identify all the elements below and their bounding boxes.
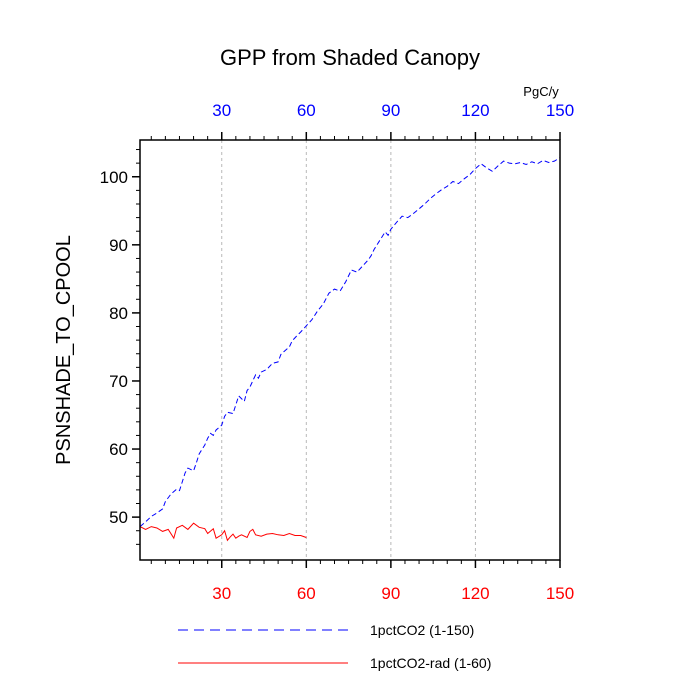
x-tick-label-top: 120 [461,101,489,120]
plot-frame [139,139,561,561]
x-tick-label-top: 90 [381,101,400,120]
series-line-1 [139,157,561,527]
y-tick-label: 70 [109,372,128,391]
y-tick-label: 80 [109,304,128,323]
y-axis-label: PSNSHADE_TO_CPOOL [53,235,75,465]
x-tick-label-bottom: 30 [212,584,231,603]
x-tick-label-bottom: 120 [461,584,489,603]
y-tick-label: 100 [100,168,128,187]
y-tick-label: 60 [109,440,128,459]
legend: 1pctCO2 (1-150) 1pctCO2-rad (1-60) [178,622,491,671]
series-line-2 [139,522,307,542]
legend-label-2: 1pctCO2-rad (1-60) [370,655,491,671]
chart-title: GPP from Shaded Canopy [220,45,480,70]
top-axis-unit: PgC/y [523,84,559,99]
x-tick-label-top: 30 [212,101,231,120]
x-tick-label-bottom: 150 [546,584,574,603]
legend-label-1: 1pctCO2 (1-150) [370,622,474,638]
grid-lines [221,140,476,560]
y-tick-label: 90 [109,236,128,255]
x-tick-label-bottom: 60 [297,584,316,603]
x-tick-label-top: 150 [546,101,574,120]
x-tick-label-bottom: 90 [381,584,400,603]
x-tick-label-top: 60 [297,101,316,120]
plot-area [139,157,561,542]
axis-ticks: 30 30 60 60 90 90 120 120 150 150 50 60 70 80 90 100 [100,101,575,603]
y-tick-label: 50 [109,508,128,527]
